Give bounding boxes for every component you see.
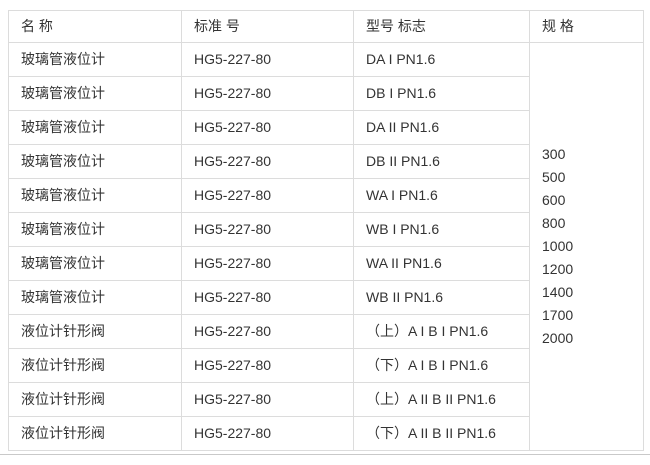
cell-name: 玻璃管液位计 (8, 42, 182, 77)
cell-model: DA I PN1.6 (353, 42, 530, 77)
cell-model: （上）A I B I PN1.6 (353, 314, 530, 349)
product-spec-table: 名 称 标准 号 型号 标志 规 格 玻璃管液位计 HG5-227-80 DA I … (8, 10, 644, 451)
cell-model: WB II PN1.6 (353, 280, 530, 315)
cell-model: （上）A II B II PN1.6 (353, 382, 530, 417)
spec-value: 1400 (542, 284, 574, 300)
cell-standard: HG5-227-80 (181, 246, 354, 281)
cell-standard: HG5-227-80 (181, 314, 354, 349)
spec-value: 600 (542, 192, 566, 208)
cell-standard: HG5-227-80 (181, 42, 354, 77)
table-row: 液位计针形阀 HG5-227-80 （下）A II B II PN1.6 (8, 416, 644, 451)
table-row: 玻璃管液位计 HG5-227-80 DB I PN1.6 (8, 76, 644, 111)
table-row: 玻璃管液位计 HG5-227-80 WB II PN1.6 (8, 280, 644, 315)
table-row: 液位计针形阀 HG5-227-80 （上）A II B II PN1.6 (8, 382, 644, 417)
cell-standard: HG5-227-80 (181, 144, 354, 179)
spec-value: 500 (542, 169, 566, 185)
cell-standard: HG5-227-80 (181, 76, 354, 111)
table-row: 液位计针形阀 HG5-227-80 （下）A I B I PN1.6 (8, 348, 644, 383)
cell-name: 液位计针形阀 (8, 314, 182, 349)
cell-name: 液位计针形阀 (8, 416, 182, 451)
table-row: 液位计针形阀 HG5-227-80 （上）A I B I PN1.6 (8, 314, 644, 349)
cell-model: WA II PN1.6 (353, 246, 530, 281)
spec-merged-cell: 300 500 600 800 1000 1200 1400 1700 2000 (529, 42, 644, 451)
table-row: 玻璃管液位计 HG5-227-80 DA II PN1.6 (8, 110, 644, 145)
cell-model: DB II PN1.6 (353, 144, 530, 179)
spec-value: 1200 (542, 261, 574, 277)
table-row: 玻璃管液位计 HG5-227-80 WA I PN1.6 (8, 178, 644, 213)
cell-model: WB I PN1.6 (353, 212, 530, 247)
cell-standard: HG5-227-80 (181, 382, 354, 417)
cell-model: WA I PN1.6 (353, 178, 530, 213)
cell-name: 玻璃管液位计 (8, 246, 182, 281)
cell-model: （下）A II B II PN1.6 (353, 416, 530, 451)
cell-standard: HG5-227-80 (181, 348, 354, 383)
cell-name: 液位计针形阀 (8, 348, 182, 383)
spec-value: 300 (542, 146, 566, 162)
cell-model: DB I PN1.6 (353, 76, 530, 111)
cell-name: 玻璃管液位计 (8, 110, 182, 145)
header-row: 名 称 标准 号 型号 标志 规 格 (8, 10, 644, 43)
column-header-name: 名 称 (8, 10, 182, 43)
table-row: 玻璃管液位计 HG5-227-80 DB II PN1.6 (8, 144, 644, 179)
column-header-spec: 规 格 (529, 10, 644, 43)
cell-name: 玻璃管液位计 (8, 212, 182, 247)
spec-value: 800 (542, 215, 566, 231)
spec-value: 1700 (542, 307, 574, 323)
table-row: 玻璃管液位计 HG5-227-80 WA II PN1.6 (8, 246, 644, 281)
column-header-model: 型号 标志 (353, 10, 530, 43)
cell-model: （下）A I B I PN1.6 (353, 348, 530, 383)
cell-model: DA II PN1.6 (353, 110, 530, 145)
cell-name: 玻璃管液位计 (8, 178, 182, 213)
spec-list: 300 500 600 800 1000 1200 1400 1700 2000 (542, 143, 631, 350)
cell-name: 玻璃管液位计 (8, 144, 182, 179)
page: 名 称 标准 号 型号 标志 规 格 玻璃管液位计 HG5-227-80 DA I … (0, 10, 650, 465)
cell-name: 玻璃管液位计 (8, 76, 182, 111)
column-header-standard: 标准 号 (181, 10, 354, 43)
cell-name: 玻璃管液位计 (8, 280, 182, 315)
cell-standard: HG5-227-80 (181, 212, 354, 247)
cell-name: 液位计针形阀 (8, 382, 182, 417)
cell-standard: HG5-227-80 (181, 280, 354, 315)
spec-value: 1000 (542, 238, 574, 254)
cell-standard: HG5-227-80 (181, 110, 354, 145)
spec-value: 2000 (542, 330, 574, 346)
table-row: 玻璃管液位计 HG5-227-80 DA I PN1.6 300 500 600 800 10… (8, 42, 644, 451)
cell-standard: HG5-227-80 (181, 416, 354, 451)
table-row: 玻璃管液位计 HG5-227-80 WB I PN1.6 (8, 212, 644, 247)
cell-standard: HG5-227-80 (181, 178, 354, 213)
